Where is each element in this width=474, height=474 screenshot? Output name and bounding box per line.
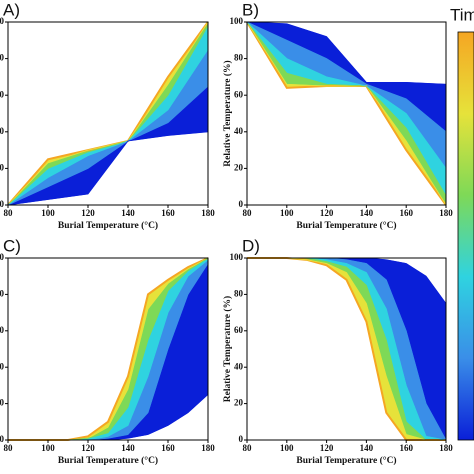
- y-tick-label: 100: [0, 252, 5, 262]
- y-tick-label: 60: [0, 89, 5, 99]
- panel-label: D): [242, 236, 260, 255]
- y-tick-label: 100: [230, 252, 244, 262]
- colorbar: [457, 31, 474, 441]
- x-tick-label: 100: [41, 208, 55, 218]
- plot-frame: [246, 257, 447, 441]
- y-tick-label: 100: [0, 16, 5, 26]
- curve: [7, 25, 209, 206]
- y-tick-label: 40: [0, 126, 5, 136]
- x-tick-label: 80: [243, 443, 253, 453]
- x-tick-label: 80: [243, 208, 253, 218]
- x-tick-label: 120: [320, 443, 334, 453]
- plot-frame: [7, 257, 209, 441]
- x-tick-label: 140: [360, 443, 374, 453]
- plot-frame: [7, 21, 209, 206]
- x-tick-label: 160: [399, 443, 413, 453]
- x-tick-label: 100: [280, 443, 294, 453]
- y-tick-label: 20: [234, 162, 244, 172]
- x-tick-label: 160: [161, 443, 175, 453]
- x-tick-label: 140: [360, 208, 374, 218]
- panel-label: B): [242, 0, 259, 19]
- y-tick-label: 80: [0, 53, 5, 63]
- curve: [7, 21, 209, 206]
- curve: [7, 49, 209, 206]
- y-tick-label: 60: [234, 325, 244, 335]
- y-tick-label: 20: [0, 162, 5, 172]
- x-tick-label: 100: [41, 443, 55, 453]
- y-tick-label: 0: [0, 199, 5, 209]
- y-tick-label: 80: [234, 288, 244, 298]
- x-tick-label: 120: [81, 443, 95, 453]
- curve: [246, 21, 447, 133]
- curve: [7, 85, 209, 206]
- x-tick-label: 140: [121, 208, 135, 218]
- x-axis-label: Burial Temperature (°C): [296, 220, 396, 231]
- x-tick-label: 100: [280, 208, 294, 218]
- panel-label: A): [3, 0, 20, 19]
- x-tick-label: 180: [439, 443, 453, 453]
- y-tick-label: 40: [0, 361, 5, 371]
- y-tick-label: 0: [0, 434, 5, 444]
- plot-frame: [246, 21, 447, 206]
- x-tick-label: 160: [399, 208, 413, 218]
- curve: [246, 21, 447, 197]
- colorbar-title: Tim: [450, 5, 474, 24]
- x-tick-label: 160: [161, 208, 175, 218]
- x-tick-label: 80: [4, 208, 14, 218]
- y-tick-label: 20: [234, 398, 244, 408]
- x-tick-label: 80: [4, 443, 14, 453]
- x-tick-label: 120: [81, 208, 95, 218]
- y-tick-label: 80: [0, 288, 5, 298]
- y-tick-label: 80: [234, 53, 244, 63]
- y-axis-label: Relative Temperature (%): [222, 296, 233, 402]
- curve: [246, 21, 447, 85]
- curve: [246, 21, 447, 169]
- panel-label: C): [3, 236, 21, 255]
- y-tick-label: 0: [239, 434, 244, 444]
- x-tick-label: 140: [121, 443, 135, 453]
- y-tick-label: 0: [239, 199, 244, 209]
- x-tick-label: 180: [201, 208, 215, 218]
- curve: [246, 21, 447, 206]
- x-tick-label: 180: [201, 443, 215, 453]
- y-tick-label: 40: [234, 361, 244, 371]
- x-tick-label: 180: [439, 208, 453, 218]
- y-tick-label: 20: [0, 398, 5, 408]
- y-tick-label: 100: [230, 16, 244, 26]
- y-axis-label: Relative Temperature (%): [222, 60, 233, 166]
- y-tick-label: 60: [0, 325, 5, 335]
- y-tick-label: 40: [234, 126, 244, 136]
- y-tick-label: 60: [234, 89, 244, 99]
- x-tick-label: 120: [320, 208, 334, 218]
- x-axis-label: Burial Temperature (°C): [58, 220, 158, 231]
- x-axis-label: Burial Temperature (°C): [296, 455, 396, 466]
- x-axis-label: Burial Temperature (°C): [58, 455, 158, 466]
- curve: [7, 131, 209, 206]
